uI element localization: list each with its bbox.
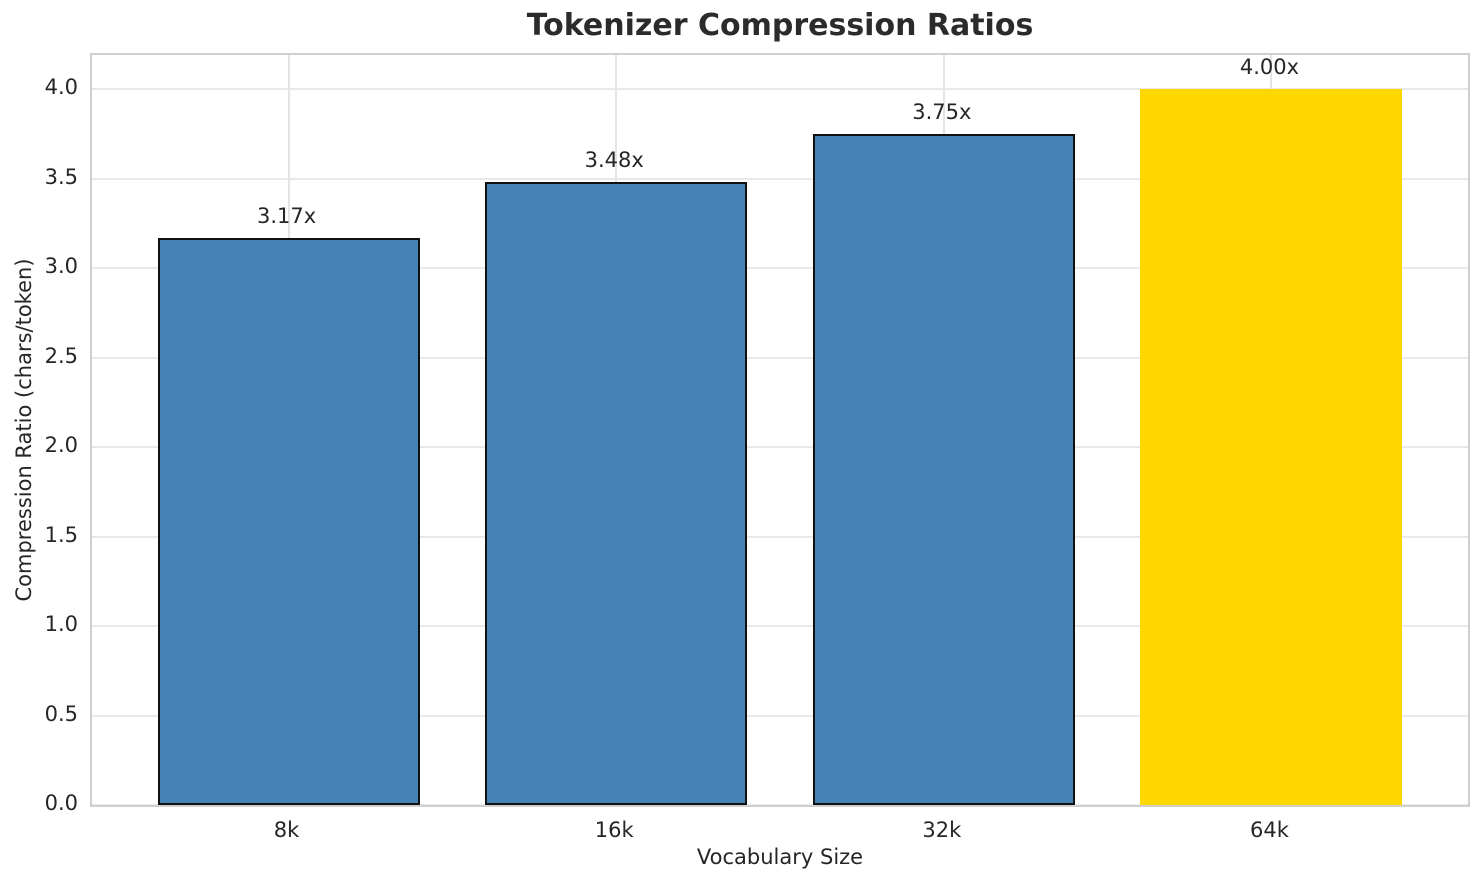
x-tick-label: 64k xyxy=(1249,818,1289,842)
chart-title: Tokenizer Compression Ratios xyxy=(526,8,1034,43)
y-tick-label: 1.5 xyxy=(44,522,78,547)
gridline-horizontal xyxy=(92,88,1468,90)
x-tick-label: 16k xyxy=(594,818,634,842)
x-tick-label: 8k xyxy=(273,818,300,842)
y-tick-label: 0.0 xyxy=(44,791,78,815)
gridline-horizontal xyxy=(92,625,1468,627)
x-tick-label: 32k xyxy=(922,818,962,842)
y-tick-label: 1.0 xyxy=(44,612,78,636)
y-tick-label: 2.5 xyxy=(44,343,78,368)
gridline-horizontal xyxy=(92,804,1468,805)
gridline-horizontal xyxy=(92,535,1468,538)
y-tick-label: 0.5 xyxy=(44,701,78,726)
gridline-horizontal xyxy=(92,177,1468,180)
bar-value-label: 4.00x xyxy=(1239,55,1300,79)
gridline-horizontal xyxy=(92,267,1468,269)
gridline-horizontal xyxy=(92,714,1468,717)
y-axis-label: Compression Ratio (chars/token) xyxy=(12,258,36,602)
bar-value-label: 3.17x xyxy=(256,203,317,228)
bar-value-label: 3.48x xyxy=(584,148,644,173)
gridline-horizontal xyxy=(92,446,1468,448)
plot-area xyxy=(90,53,1470,807)
bar-16k xyxy=(485,182,748,805)
y-tick-label: 2.0 xyxy=(44,433,78,457)
bar-64k xyxy=(1140,89,1403,805)
x-axis-label: Vocabulary Size xyxy=(696,845,864,869)
y-tick-label: 3.5 xyxy=(44,164,78,189)
y-tick-label: 3.0 xyxy=(44,254,78,278)
bar-8k xyxy=(157,237,420,805)
y-tick-label: 4.0 xyxy=(44,75,78,99)
bar-32k xyxy=(812,133,1075,805)
gridline-horizontal xyxy=(92,356,1468,359)
plot-layer xyxy=(92,55,1468,805)
bar-value-label: 3.75x xyxy=(912,99,972,124)
